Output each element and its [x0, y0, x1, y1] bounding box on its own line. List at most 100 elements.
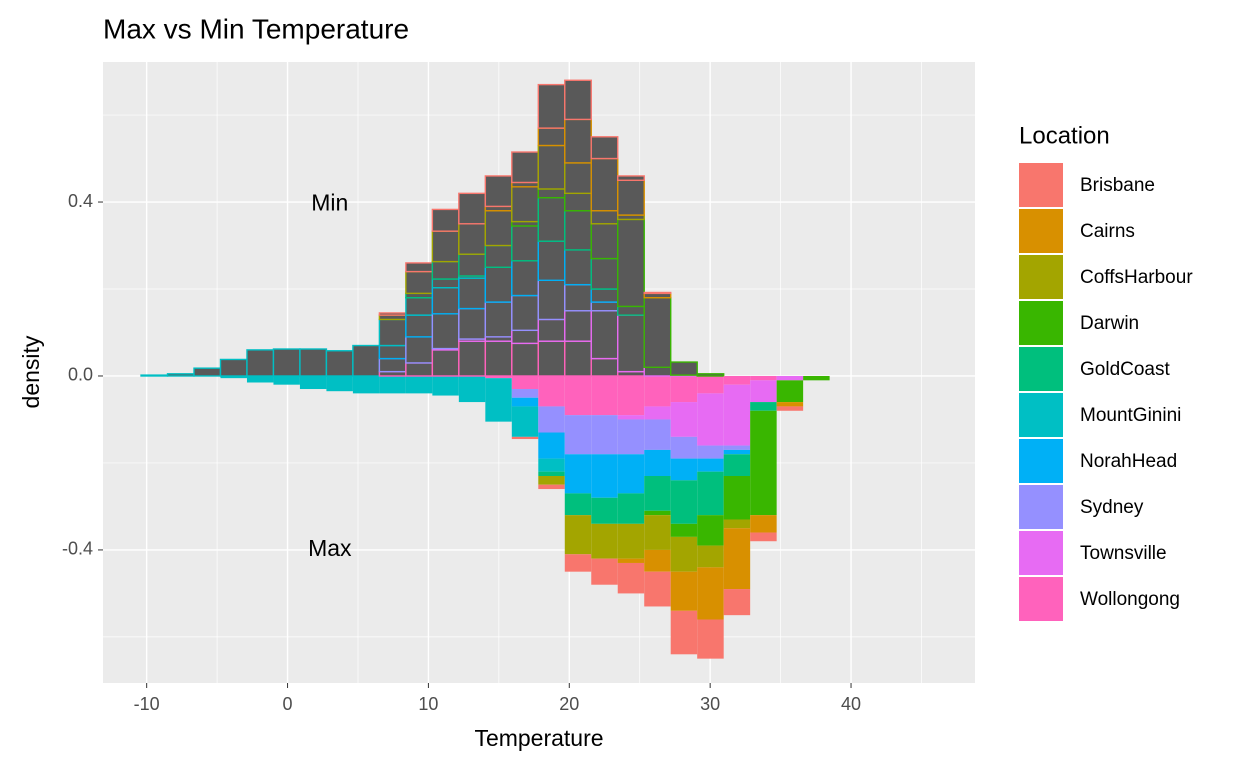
min-bar [590, 210, 619, 225]
min-bar [617, 305, 645, 316]
max-bar [591, 497, 618, 524]
max-bar [697, 619, 724, 659]
max-bar [591, 523, 618, 559]
min-bar [670, 361, 698, 376]
min-bar [458, 277, 487, 310]
max-bar [723, 449, 751, 455]
max-bar [564, 415, 592, 455]
legend-label: NorahHead [1080, 451, 1177, 472]
max-bar [776, 402, 804, 407]
min-bar [643, 297, 672, 368]
min-bar [405, 362, 434, 377]
max-bar [803, 375, 830, 381]
legend-key [1019, 393, 1063, 437]
min-bar [537, 196, 566, 242]
min-bar [537, 279, 566, 321]
min-bar [246, 349, 275, 377]
max-bar [564, 554, 592, 572]
max-bar [644, 515, 671, 550]
legend-label: Cairns [1080, 221, 1135, 242]
min-bar [405, 297, 434, 316]
min-bar [431, 278, 460, 289]
max-bar [697, 458, 724, 472]
max-bar [723, 589, 751, 616]
max-bar [564, 454, 592, 494]
min-bar [564, 210, 592, 251]
min-bar [458, 253, 487, 277]
min-bar [643, 366, 672, 377]
max-bar [591, 454, 618, 498]
min-bar [484, 175, 513, 208]
max-bar [750, 380, 777, 403]
max-bar [697, 445, 724, 459]
min-bar [537, 318, 566, 342]
min-bar [352, 344, 381, 377]
x-tick-label: 10 [418, 694, 438, 714]
max-bar [697, 545, 724, 568]
min-bar [458, 307, 487, 340]
min-bar [617, 314, 645, 373]
max-bar [511, 375, 539, 390]
min-bar [378, 357, 407, 373]
min-bar [511, 151, 539, 184]
max-bar [670, 402, 698, 437]
max-bar [670, 571, 698, 611]
max-bar [485, 375, 512, 379]
min-bar [405, 336, 434, 364]
min-bar [511, 186, 539, 223]
max-bar [617, 562, 645, 594]
min-bar [378, 344, 407, 360]
legend-key [1019, 255, 1063, 299]
max-bar [432, 375, 459, 396]
max-bar [723, 519, 751, 529]
max-bar [591, 558, 618, 585]
min-bar [564, 340, 592, 377]
annotation: Max [308, 535, 352, 561]
max-bar [511, 389, 539, 398]
legend-key [1019, 439, 1063, 483]
x-tick-label: 30 [700, 694, 720, 714]
legend-label: GoldCoast [1080, 359, 1170, 380]
y-tick-label: 0.4 [68, 191, 93, 211]
min-bar [590, 288, 619, 303]
min-bar [511, 260, 539, 297]
min-bar [617, 218, 645, 308]
min-bar [617, 175, 645, 181]
max-bar [670, 523, 698, 537]
min-bar [484, 210, 513, 247]
max-bar [697, 567, 724, 620]
x-tick-label: 0 [283, 694, 293, 714]
max-bar [246, 375, 274, 383]
min-bar [590, 310, 619, 360]
max-bar [750, 375, 777, 381]
annotation: Min [311, 189, 348, 215]
max-bar [617, 558, 645, 563]
min-bar [484, 244, 513, 268]
max-bar [723, 384, 751, 446]
min-bar [511, 329, 539, 345]
min-bar [564, 192, 592, 212]
min-bar [299, 348, 328, 377]
legend-label: Darwin [1080, 313, 1139, 334]
min-bar [431, 349, 460, 377]
min-bar [484, 340, 513, 377]
max-bar [723, 454, 751, 476]
min-bar [564, 79, 592, 121]
legend-label: CoffsHarbour [1080, 267, 1193, 288]
min-bar [378, 318, 407, 347]
max-bar [352, 375, 380, 394]
legend-key [1019, 531, 1063, 575]
max-bar [538, 458, 565, 472]
min-bar [537, 83, 566, 129]
max-bar [564, 493, 592, 516]
x-tick-label: 20 [559, 694, 579, 714]
min-bar [431, 260, 460, 280]
max-bar [644, 449, 671, 476]
min-bar [405, 262, 434, 273]
min-bar [537, 240, 566, 282]
max-bar [670, 436, 698, 459]
max-bar [697, 393, 724, 446]
min-bar [696, 373, 725, 377]
max-bar [538, 406, 565, 433]
